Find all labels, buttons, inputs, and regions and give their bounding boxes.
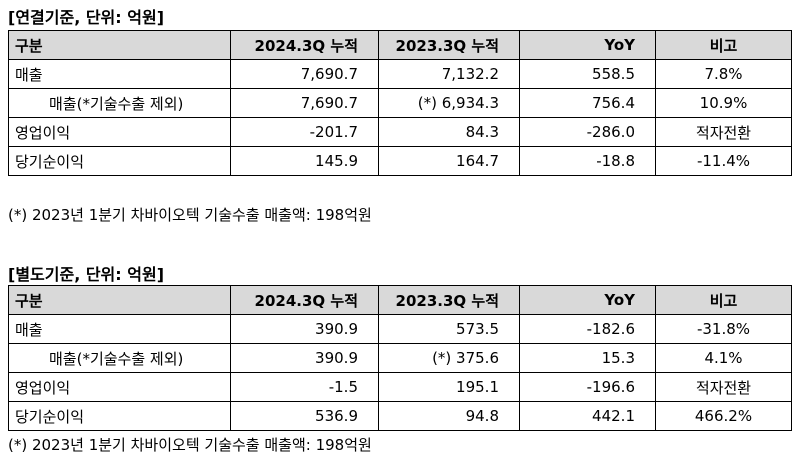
cell-note: -11.4%	[655, 146, 792, 176]
cell-current: -1.5	[230, 372, 379, 402]
cell-previous: 94.8	[378, 401, 520, 431]
separate-footnote: (*) 2023년 1분기 차바이오텍 기술수출 매출액: 198억원	[8, 436, 372, 454]
cell-note: 10.9%	[655, 88, 792, 118]
row-label: 매출	[8, 314, 231, 344]
cell-previous: (*) 375.6	[378, 343, 520, 373]
cell-note: 7.8%	[655, 59, 792, 89]
header-yoy: YoY	[519, 285, 656, 315]
cell-previous: 164.7	[378, 146, 520, 176]
cell-yoy: -182.6	[519, 314, 656, 344]
cell-yoy: 15.3	[519, 343, 656, 373]
cell-yoy: -286.0	[519, 117, 656, 147]
consolidated-title: [연결기준, 단위: 억원]	[8, 8, 165, 27]
cell-note: -31.8%	[655, 314, 792, 344]
row-label: 영업이익	[8, 117, 231, 147]
table-header-row: 구분 2024.3Q 누적 2023.3Q 누적 YoY 비고	[8, 285, 792, 315]
cell-current: 7,690.7	[230, 59, 379, 89]
table-header-row: 구분 2024.3Q 누적 2023.3Q 누적 YoY 비고	[8, 30, 792, 60]
header-current: 2024.3Q 누적	[230, 30, 379, 60]
table-row: 매출(*기술수출 제외) 390.9 (*) 375.6 15.3 4.1%	[8, 343, 792, 373]
table-row: 영업이익 -1.5 195.1 -196.6 적자전환	[8, 372, 792, 402]
cell-yoy: -196.6	[519, 372, 656, 402]
header-category: 구분	[8, 30, 231, 60]
consolidated-table: 구분 2024.3Q 누적 2023.3Q 누적 YoY 비고 매출 7,690…	[8, 30, 792, 176]
cell-yoy: 442.1	[519, 401, 656, 431]
row-label: 매출(*기술수출 제외)	[8, 88, 231, 118]
cell-current: -201.7	[230, 117, 379, 147]
row-label: 영업이익	[8, 372, 231, 402]
cell-current: 390.9	[230, 343, 379, 373]
separate-title: [별도기준, 단위: 억원]	[8, 265, 165, 284]
cell-note: 적자전환	[655, 372, 792, 402]
row-label: 매출	[8, 59, 231, 89]
separate-table: 구분 2024.3Q 누적 2023.3Q 누적 YoY 비고 매출 390.9…	[8, 285, 792, 431]
cell-previous: 573.5	[378, 314, 520, 344]
cell-current: 7,690.7	[230, 88, 379, 118]
cell-yoy: 558.5	[519, 59, 656, 89]
header-note: 비고	[655, 30, 792, 60]
row-label: 매출(*기술수출 제외)	[8, 343, 231, 373]
cell-yoy: -18.8	[519, 146, 656, 176]
table-row: 당기순이익 145.9 164.7 -18.8 -11.4%	[8, 146, 792, 176]
table-row: 매출 7,690.7 7,132.2 558.5 7.8%	[8, 59, 792, 89]
row-label: 당기순이익	[8, 146, 231, 176]
table-row: 당기순이익 536.9 94.8 442.1 466.2%	[8, 401, 792, 431]
cell-current: 145.9	[230, 146, 379, 176]
header-previous: 2023.3Q 누적	[378, 30, 520, 60]
cell-note: 4.1%	[655, 343, 792, 373]
cell-previous: 195.1	[378, 372, 520, 402]
cell-note: 적자전환	[655, 117, 792, 147]
row-label: 당기순이익	[8, 401, 231, 431]
cell-previous: 84.3	[378, 117, 520, 147]
header-previous: 2023.3Q 누적	[378, 285, 520, 315]
header-current: 2024.3Q 누적	[230, 285, 379, 315]
cell-yoy: 756.4	[519, 88, 656, 118]
table-row: 영업이익 -201.7 84.3 -286.0 적자전환	[8, 117, 792, 147]
table-row: 매출(*기술수출 제외) 7,690.7 (*) 6,934.3 756.4 1…	[8, 88, 792, 118]
cell-current: 390.9	[230, 314, 379, 344]
consolidated-footnote: (*) 2023년 1분기 차바이오텍 기술수출 매출액: 198억원	[8, 206, 372, 224]
cell-previous: (*) 6,934.3	[378, 88, 520, 118]
cell-current: 536.9	[230, 401, 379, 431]
header-note: 비고	[655, 285, 792, 315]
header-category: 구분	[8, 285, 231, 315]
table-row: 매출 390.9 573.5 -182.6 -31.8%	[8, 314, 792, 344]
header-yoy: YoY	[519, 30, 656, 60]
cell-previous: 7,132.2	[378, 59, 520, 89]
cell-note: 466.2%	[655, 401, 792, 431]
